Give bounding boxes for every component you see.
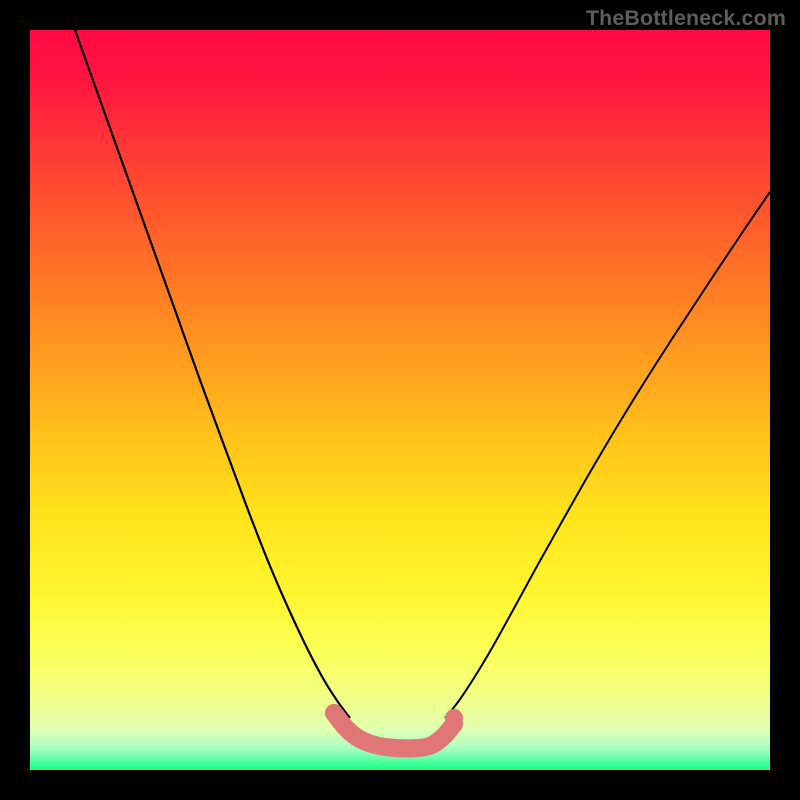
plot-area — [30, 30, 770, 770]
left-curve — [75, 30, 350, 718]
curve-layer — [30, 30, 770, 770]
right-curve — [445, 192, 770, 718]
watermark-text: TheBottleneck.com — [586, 6, 786, 31]
chart-frame: TheBottleneck.com — [0, 0, 800, 800]
bottom-marker — [334, 713, 454, 748]
